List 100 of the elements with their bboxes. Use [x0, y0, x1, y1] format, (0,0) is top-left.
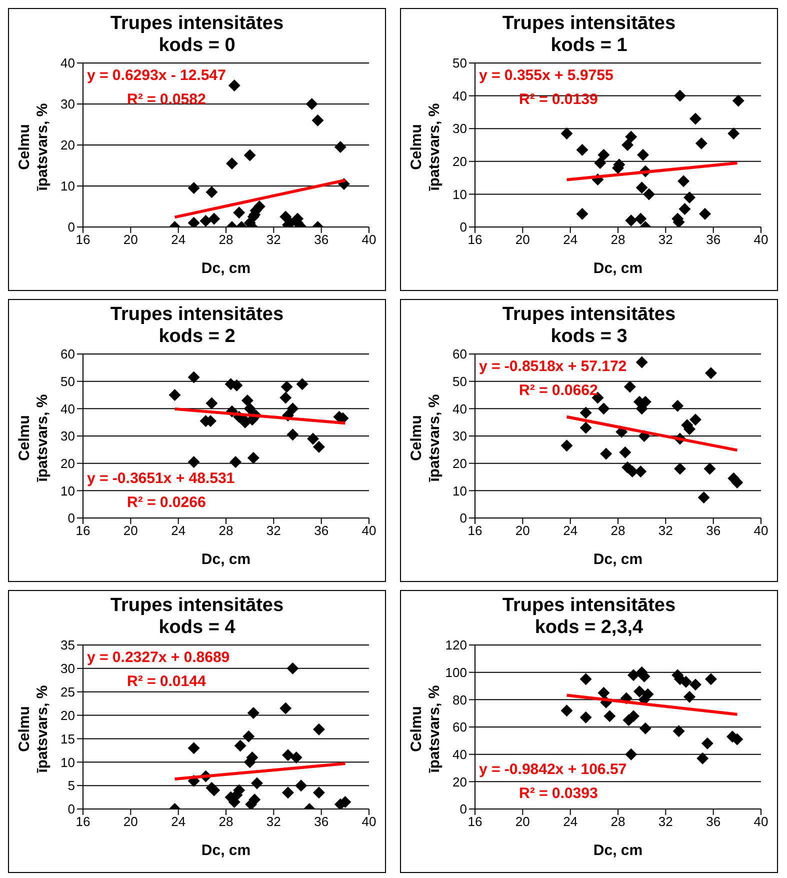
y-tick-label: 15 [60, 731, 75, 746]
y-tick-label: 80 [452, 692, 467, 708]
y-tick-label: 30 [60, 428, 75, 444]
x-tick-label: 20 [515, 523, 530, 538]
x-tick-label: 28 [218, 232, 234, 248]
x-tick-label: 40 [362, 814, 376, 830]
x-axis-title: Dc, cm [593, 842, 643, 859]
annotation: y = 0.355x + 5.9755 [479, 66, 614, 86]
y-tick-label: 40 [60, 56, 75, 71]
x-tick-label: 36 [314, 523, 329, 538]
y-tick-label: 50 [452, 374, 467, 389]
y-tick-label: 20 [452, 154, 467, 170]
y-tick-label: 20 [60, 138, 75, 153]
annotation: R² = 0.0144 [126, 672, 207, 692]
annotation: R² = 0.0266 [126, 493, 207, 513]
y-tick-label: 0 [68, 220, 75, 235]
x-tick-label: 20 [515, 232, 530, 248]
x-tick-label: 28 [610, 523, 626, 538]
chart-title: Trupes intensitātes [501, 13, 677, 35]
x-tick-label: 32 [266, 232, 281, 248]
chart-subtitle: kods = 0 [158, 35, 236, 57]
x-tick-label: 36 [314, 814, 329, 830]
y-tick-label: 20 [60, 456, 75, 471]
x-tick-label: 24 [563, 523, 578, 538]
chart-title: Trupes intensitātes [109, 595, 285, 617]
y-tick-label: 30 [452, 121, 467, 136]
x-tick-label: 32 [658, 232, 673, 248]
y-axis-title: Celmu īpatsvars, % [16, 684, 52, 775]
chart-title: Trupes intensitātes [109, 13, 285, 35]
x-tick-label: 24 [171, 814, 186, 830]
x-tick-label: 24 [171, 232, 186, 248]
x-tick-label: 24 [563, 814, 578, 830]
y-tick-label: 30 [60, 96, 75, 112]
y-tick-label: 10 [60, 754, 75, 770]
y-tick-label: 50 [452, 56, 467, 71]
annotation: R² = 0.0393 [518, 784, 599, 804]
x-tick-label: 16 [468, 814, 482, 830]
x-tick-label: 24 [171, 523, 186, 538]
x-tick-label: 40 [754, 232, 768, 248]
chart-title: Trupes intensitātes [109, 304, 285, 326]
x-tick-label: 32 [658, 814, 673, 830]
x-axis-title: Dc, cm [593, 551, 643, 568]
annotation: y = 0.2327x + 0.8689 [87, 648, 230, 668]
x-tick-label: 32 [266, 523, 281, 538]
annotation: y = -0.9842x + 106.57 [479, 760, 627, 780]
x-tick-label: 28 [610, 814, 626, 830]
y-tick-label: 10 [452, 483, 467, 498]
y-tick-label: 20 [60, 708, 75, 723]
annotation: y = -0.3651x + 48.531 [87, 469, 235, 489]
x-tick-label: 40 [754, 814, 768, 830]
y-tick-label: 0 [68, 510, 75, 526]
y-tick-label: 0 [460, 510, 467, 526]
chart-title: Trupes intensitātes [501, 304, 677, 326]
x-axis-title: Dc, cm [593, 260, 643, 277]
chart-subtitle: kods = 1 [550, 35, 628, 57]
annotation: R² = 0.0662 [518, 381, 599, 401]
y-tick-label: 40 [60, 401, 75, 416]
y-axis-title: Celmu īpatsvars, % [408, 393, 444, 484]
x-tick-label: 40 [362, 523, 376, 538]
y-tick-label: 40 [452, 401, 467, 416]
y-axis-title: Celmu īpatsvars, % [408, 684, 444, 775]
x-tick-label: 36 [706, 814, 721, 830]
x-tick-label: 20 [123, 232, 138, 248]
y-tick-label: 50 [60, 374, 75, 389]
y-tick-label: 60 [60, 346, 75, 362]
y-tick-label: 10 [60, 483, 75, 498]
chart-subtitle: kods = 2,3,4 [534, 617, 644, 639]
x-tick-label: 16 [76, 232, 90, 248]
x-tick-label: 40 [754, 523, 768, 538]
x-axis-title: Dc, cm [201, 260, 251, 277]
y-tick-label: 60 [452, 720, 467, 735]
x-tick-label: 16 [468, 232, 482, 248]
x-tick-label: 28 [218, 814, 234, 830]
y-tick-label: 120 [445, 638, 467, 653]
x-axis-title: Dc, cm [201, 551, 251, 568]
y-tick-label: 40 [452, 88, 467, 104]
y-tick-label: 10 [452, 186, 467, 202]
y-tick-label: 0 [460, 802, 467, 817]
y-tick-label: 25 [60, 684, 75, 700]
y-tick-label: 10 [60, 178, 75, 194]
y-axis-title: Celmu īpatsvars, % [408, 102, 444, 193]
y-tick-label: 20 [452, 456, 467, 471]
x-tick-label: 36 [314, 232, 329, 248]
x-tick-label: 32 [266, 814, 281, 830]
y-axis-title: Celmu īpatsvars, % [16, 102, 52, 193]
annotation: R² = 0.0139 [518, 90, 599, 110]
chart-subtitle: kods = 4 [158, 617, 236, 639]
x-tick-label: 16 [76, 814, 90, 830]
y-tick-label: 60 [452, 346, 467, 362]
y-tick-label: 30 [452, 428, 467, 444]
y-tick-label: 35 [60, 638, 75, 653]
x-tick-label: 16 [76, 523, 90, 538]
y-tick-label: 30 [60, 661, 75, 676]
y-tick-label: 20 [452, 774, 467, 790]
x-tick-label: 28 [218, 523, 234, 538]
y-tick-label: 0 [460, 220, 467, 235]
x-tick-label: 40 [362, 232, 376, 248]
y-tick-label: 40 [452, 746, 467, 762]
x-axis-title: Dc, cm [201, 842, 251, 859]
x-tick-label: 20 [123, 523, 138, 538]
